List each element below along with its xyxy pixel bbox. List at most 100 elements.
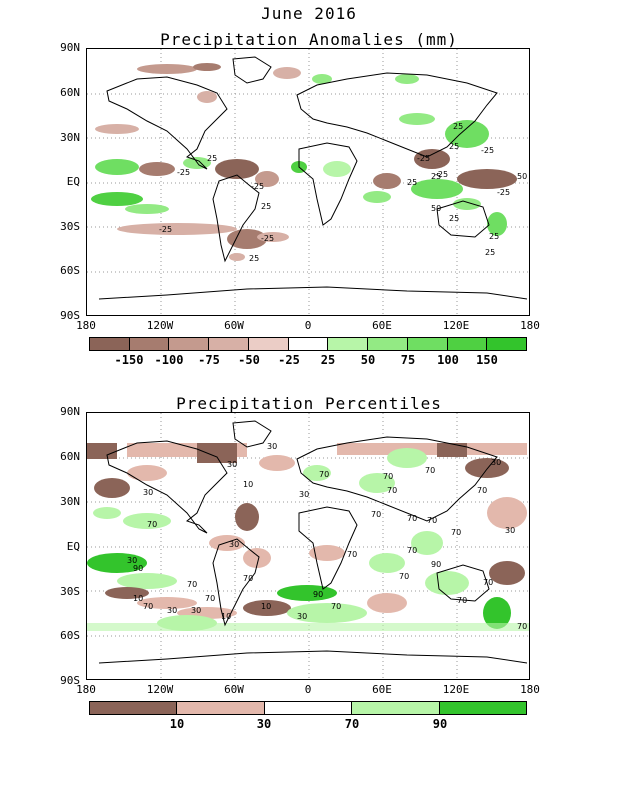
contour-label: 70 [143,602,153,611]
contour-label: 70 [331,602,341,611]
contour-label: 25 [207,154,217,163]
lat-label: 90N [60,405,80,418]
colorbar-label: -25 [278,353,300,367]
lat-label: 30N [60,131,80,144]
contour-label: 70 [347,550,357,559]
colorbar-label: 90 [432,717,448,731]
contour-label: 10 [243,480,253,489]
lat-label: 30S [60,220,80,233]
colorbar-swatch [90,702,178,714]
contour-label: -25 [497,188,510,197]
anomalies-map-title: Precipitation Anomalies (mm) [160,30,458,49]
contour-label: 70 [407,546,417,555]
contour-label: 70 [427,516,437,525]
lon-label: 180 [520,683,540,696]
contour-label: -25 [177,168,190,177]
percentiles-map-title: Precipitation Percentiles [176,394,442,413]
contour-label: 70 [457,596,467,605]
colorbar-swatch [288,338,329,350]
contour-label: 70 [187,580,197,589]
colorbar-swatch [177,702,265,714]
contour-label: 25 [261,202,271,211]
contour-label: 70 [147,520,157,529]
lon-label: 0 [304,683,312,696]
percentile-shading [87,443,529,631]
lat-label: 60S [60,629,80,642]
lon-label: 120W [146,319,174,332]
contour-label: -25 [261,234,274,243]
lat-label: 60S [60,264,80,277]
contour-label: 25 [249,254,259,263]
contour-label: 25 [407,178,417,187]
contour-label: 30 [127,556,137,565]
contour-labels: 30 30 30 10 70 30 70 70 30 70 30 70 90 7… [127,442,527,631]
lon-label: 60W [224,683,244,696]
colorbar-swatch [264,702,353,714]
colorbar-label: 10 [169,717,185,731]
grid-lines [87,49,529,315]
contour-label: 70 [371,510,381,519]
colorbar-label: 75 [400,353,416,367]
anomalies-map: 25 -25 -25 -25 25 -25 25 25 50 25 25 -25… [86,48,530,316]
lon-label: 180 [520,319,540,332]
contour-label: -25 [159,225,172,234]
contour-label: 10 [133,594,143,603]
colorbar-label: 100 [437,353,459,367]
contour-label: 70 [205,594,215,603]
lat-label: 90S [60,674,80,687]
colorbar-swatch [209,338,249,350]
contour-label: 30 [491,458,501,467]
lat-label: EQ [66,540,80,553]
coastlines [98,56,528,300]
lon-label: 60W [224,319,244,332]
percentiles-map-canvas: 30 30 30 10 70 30 70 70 30 70 30 70 90 7… [87,413,529,679]
colorbar-label: 50 [360,353,376,367]
contour-label: 70 [399,572,409,581]
contour-label: -25 [417,154,430,163]
lon-label: 60E [372,319,392,332]
colorbar-label: -150 [114,353,144,367]
contour-label: 30 [191,606,201,615]
lon-label: 180 [76,683,96,696]
lat-label: 30N [60,495,80,508]
colorbar-swatch [248,338,289,350]
lon-label: 180 [76,319,96,332]
contour-labels: 25 -25 -25 -25 25 -25 25 25 50 25 25 -25… [159,122,527,263]
contour-label: 70 [477,486,487,495]
colorbar-swatch [439,702,527,714]
contour-label: 25 [449,142,459,151]
contour-label: 30 [227,460,237,469]
percentiles-map: 30 30 30 10 70 30 70 70 30 70 30 70 90 7… [86,412,530,680]
coastlines [98,420,528,664]
lon-label: 120E [442,683,470,696]
anomaly-shading [91,63,517,261]
colorbar-label: 150 [476,353,498,367]
contour-label: 90 [431,560,441,569]
colorbar-label: 25 [320,353,336,367]
contour-label: 30 [143,488,153,497]
contour-label: 30 [229,540,239,549]
colorbar-swatch [129,338,170,350]
colorbar-swatch [447,338,488,350]
contour-label: 25 [449,214,459,223]
lat-label: 90N [60,41,80,54]
colorbar-swatch [487,338,527,350]
percentiles-colorbar [89,701,527,715]
anomalies-colorbar [89,337,527,351]
anomalies-map-canvas: 25 -25 -25 -25 25 -25 25 25 50 25 25 -25… [87,49,529,315]
colorbar-swatch [407,338,448,350]
contour-label: 70 [383,472,393,481]
page-title: June 2016 [261,4,357,23]
lon-label: 0 [304,319,312,332]
colorbar-label: -75 [198,353,220,367]
colorbar-swatch [368,338,408,350]
colorbar-swatch [169,338,210,350]
contour-label: 70 [407,514,417,523]
contour-label: -25 [251,182,264,191]
colorbar-label: 30 [256,717,272,731]
contour-label: 30 [297,612,307,621]
colorbar-label: 70 [344,717,360,731]
contour-label: 70 [425,466,435,475]
contour-label: 25 [453,122,463,131]
colorbar-swatch [352,702,440,714]
